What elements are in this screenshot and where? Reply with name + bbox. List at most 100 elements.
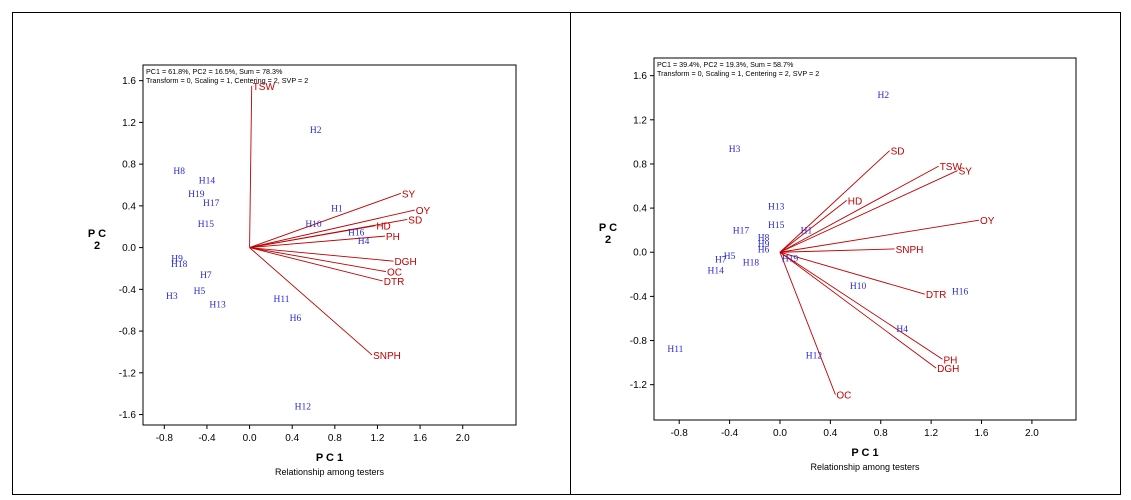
genotype-point-h15: H15 [768,221,785,231]
genotype-point-h16: H16 [348,228,365,238]
genotype-point-h10: H10 [305,220,322,230]
genotype-point-h13: H13 [209,300,226,310]
y-tick-label: 0.4 [633,204,647,215]
biplot-right: PC1 = 39.4%, PC2 = 19.3%, Sum = 58.7%Tra… [599,57,1077,472]
y-tick-label: 0.0 [122,243,136,254]
genotype-point-h3: H3 [166,292,178,302]
tester-label-dgh: DGH [394,257,416,268]
y-tick-label: -0.4 [119,285,137,296]
tester-vector-oc [779,252,836,395]
y-tick-label: 1.6 [633,71,647,82]
tester-vector-ph [779,251,943,360]
genotype-point-h5: H5 [724,252,736,262]
biplot-header-line: Transform = 0, Scaling = 1, Centering = … [657,69,819,78]
genotype-point-h2: H2 [877,91,889,101]
genotype-point-h12: H12 [806,351,823,361]
panel-divider [570,12,571,495]
genotype-point-h3: H3 [729,145,741,155]
genotype-point-h1: H1 [801,227,813,237]
tester-label-dtr: DTR [926,290,947,301]
biplot-header-line: Transform = 0, Scaling = 1, Centering = … [146,76,308,85]
tester-label-sd: SD [408,215,422,226]
tester-vector-sy [249,192,402,249]
genotype-point-h6: H6 [758,245,770,255]
tester-label-tsw: TSW [253,82,276,93]
tester-label-tsw: TSW [940,162,963,173]
tester-vector-tsw [779,165,939,253]
tester-label-oc: OC [387,268,402,279]
tester-vector-dtr [249,247,383,282]
plot-area [142,64,517,426]
tester-label-dgh: DGH [937,364,959,375]
y-tick-label: -1.6 [119,410,137,421]
tester-label-snph: SNPH [896,245,924,256]
tester-vector-oy [249,209,415,249]
genotype-point-h17: H17 [203,199,220,209]
tester-vector-snph [779,248,895,253]
genotype-point-h19: H19 [782,254,799,264]
genotype-point-h9: H9 [758,240,770,250]
y-tick-label: -0.4 [630,292,648,303]
x-axis-label: P C 1 [851,447,878,459]
y-tick-label: 1.2 [122,118,136,129]
tester-vector-hd [779,200,848,253]
tester-vector-snph [249,247,373,356]
y-tick-label: 0.8 [633,159,647,170]
y-tick-label: 1.2 [633,115,647,126]
genotype-point-h1: H1 [331,204,343,214]
tester-label-oc: OC [836,391,851,402]
figure-frame [12,12,1121,495]
biplot-caption: Relationship among testers [810,462,920,472]
y-tick-label: 0.4 [122,201,136,212]
tester-label-oy: OY [416,206,431,217]
biplot-header-line: PC1 = 61.8%, PC2 = 16.5%, Sum = 78.3% [146,67,283,76]
genotype-point-h5: H5 [194,287,206,297]
genotype-point-h7: H7 [715,255,727,265]
x-tick-label: -0.8 [671,428,689,439]
tester-vector-dgh [249,247,394,262]
x-tick-label: 0.8 [328,433,342,444]
y-tick-label: 0.8 [122,160,136,171]
tester-label-snph: SNPH [373,351,401,362]
tester-vector-oy [779,219,980,253]
genotype-point-h18: H18 [743,259,760,269]
x-tick-label: 2.0 [456,433,470,444]
y-tick-label: -0.8 [119,327,137,338]
genotype-point-h7: H7 [200,271,212,281]
tester-label-hd: HD [376,222,390,233]
genotype-point-h15: H15 [198,220,215,230]
tester-vector-hd [249,225,376,249]
genotype-point-h18: H18 [171,260,188,270]
genotype-point-h8: H8 [758,233,770,243]
x-tick-label: -0.4 [198,433,216,444]
biplot-caption: Relationship among testers [275,467,385,477]
x-tick-label: 1.6 [413,433,427,444]
tester-vector-tsw [249,85,253,248]
x-tick-label: -0.4 [721,428,739,439]
genotype-point-h17: H17 [733,227,750,237]
genotype-point-h14: H14 [199,176,216,186]
genotype-point-h8: H8 [173,167,185,177]
x-tick-label: 1.2 [371,433,385,444]
biplot-panel-right: PC1 = 39.4%, PC2 = 19.3%, Sum = 58.7% Tra… [571,12,1121,495]
x-tick-label: 0.0 [243,433,257,444]
genotype-point-h11: H11 [274,295,290,305]
tester-vector-dtr [779,251,925,295]
x-tick-label: 0.4 [823,428,837,439]
y-tick-label: -0.8 [630,336,648,347]
biplot-header-line: PC1 = 39.4%, PC2 = 19.3%, Sum = 58.7% [657,60,794,69]
x-axis-label: P C 1 [316,452,343,464]
genotype-point-h4: H4 [358,237,370,247]
genotype-point-h2: H2 [310,126,322,136]
genotype-point-h9: H9 [171,255,183,265]
x-tick-label: 2.0 [1025,428,1039,439]
x-tick-label: 0.4 [285,433,299,444]
tester-vector-dgh [779,251,937,369]
tester-label-sd: SD [891,147,905,158]
biplot-panel-left: PC1 = 61.8%, PC2 = 16.5%, Sum = 78.3% Tra… [12,12,570,495]
x-tick-label: -0.8 [156,433,174,444]
genotype-point-h16: H16 [952,287,969,297]
tester-label-sy: SY [959,167,973,178]
tester-vector-ph [249,235,385,249]
